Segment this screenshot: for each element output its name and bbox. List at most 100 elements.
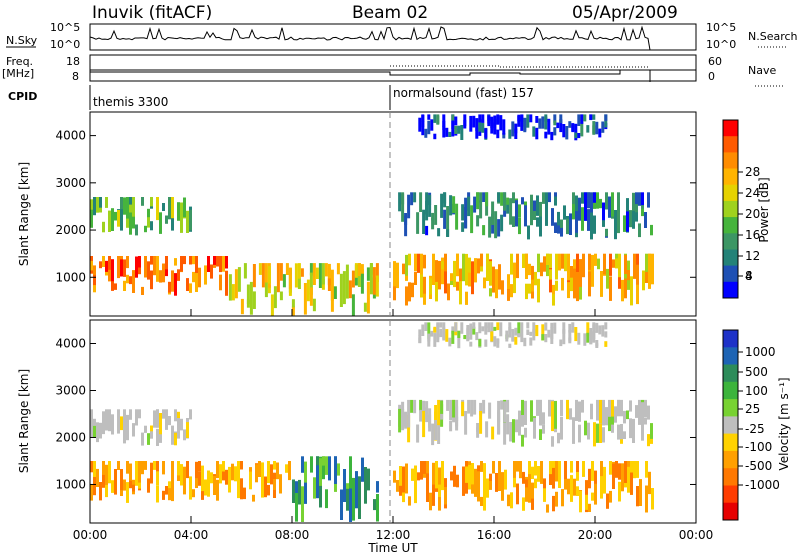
vel-cell-b1	[352, 477, 355, 521]
power-cell-b4	[404, 215, 408, 237]
vel-cell-b0	[261, 483, 264, 498]
vel-cell-b3	[189, 409, 192, 420]
vel-cell-b2	[546, 504, 549, 513]
vel-cell-b0	[105, 464, 108, 485]
vel-cell-b2	[483, 479, 486, 511]
vel-cell-b4	[419, 409, 423, 422]
power-cell-b4	[608, 196, 611, 218]
power-cell-b4	[590, 192, 593, 220]
vel-cell-b0	[123, 479, 126, 491]
vel-cell-b1	[340, 489, 343, 520]
vel-cell-b5	[472, 322, 476, 329]
power-cell-b0	[186, 278, 189, 291]
vel-cell-b0	[228, 466, 231, 493]
vel-cell-b4	[419, 399, 423, 412]
power-cell-b4	[419, 192, 423, 212]
vel-cell-b4	[416, 424, 420, 443]
power-cell-b1	[330, 269, 334, 301]
vel-cell-b4	[401, 408, 405, 418]
power-cell-b3	[90, 209, 93, 228]
power-cell-b5	[448, 131, 452, 137]
power-cell-b4	[572, 192, 575, 205]
power-cell-b4	[644, 212, 647, 228]
power-cell-b1	[309, 272, 313, 295]
vel-cell-b1	[313, 477, 316, 499]
power-cell-b2	[465, 253, 468, 286]
power-cell-b4	[404, 213, 408, 225]
power-cell-b3	[165, 215, 168, 224]
vel-cell-b2	[402, 466, 405, 493]
power-cell-b3	[120, 209, 123, 231]
power-cell-b5	[460, 125, 464, 140]
power-cell-b5	[577, 114, 581, 126]
power-cell-b2	[636, 264, 639, 285]
vel-cell-b5	[574, 327, 578, 342]
nave-line	[390, 65, 650, 68]
power-cell-b4	[542, 192, 545, 204]
vel-cell-b4	[440, 400, 444, 414]
nave-label: Nave	[748, 64, 776, 77]
vel-cell-b0	[93, 469, 96, 496]
power-cell-b5	[535, 127, 539, 140]
power-cell-b5	[502, 133, 506, 139]
vel-cell-b2	[453, 465, 456, 487]
power-cell-b2	[651, 253, 654, 285]
nave-tick-high: 60	[708, 55, 722, 68]
vel-cell-b2	[594, 483, 597, 505]
power-cell-b2	[540, 262, 543, 277]
vel-cell-b0	[129, 463, 132, 481]
vel-cell-b0	[243, 487, 246, 500]
power-cell-b4	[452, 196, 456, 214]
vel-cell-b0	[240, 461, 243, 470]
vel-cell-b4	[650, 423, 653, 439]
vel-cell-b0	[90, 461, 93, 473]
power-cell-b1	[354, 263, 358, 278]
power-cell-b5	[433, 114, 437, 123]
vel-cell-b4	[515, 419, 518, 433]
vel-cell-b5	[469, 325, 473, 340]
power-cell-b5	[445, 127, 449, 137]
power-cell-b1	[309, 263, 313, 276]
vel-cell-b1	[301, 486, 304, 522]
vel-cell-b3	[90, 409, 93, 427]
power-cell-b2	[570, 266, 573, 278]
vel-cell-b2	[621, 463, 624, 492]
vel-cell-b1	[328, 456, 331, 481]
date-title: 05/Apr/2009	[572, 3, 678, 23]
power-cell-b0	[225, 256, 228, 269]
vel-cell-b5	[595, 340, 599, 347]
vel-cell-b2	[561, 495, 564, 507]
vel-cell-b0	[183, 466, 186, 493]
vel-cell-b2	[471, 484, 474, 494]
vel-cell-b2	[513, 477, 516, 488]
vel-cell-b5	[592, 330, 596, 343]
power-cell-b4	[647, 192, 650, 208]
x-tick-label: 00:00	[679, 528, 714, 542]
power-cell-b0	[192, 256, 195, 265]
power-cell-b2	[555, 280, 558, 291]
power-cell-b3	[123, 197, 126, 212]
power-cell-b4	[467, 196, 471, 217]
power-cell-b5	[475, 118, 479, 131]
vel-cell-b5	[577, 332, 581, 345]
power-cell-b1	[351, 294, 355, 316]
vel-cell-b2	[462, 480, 465, 489]
vel-cell-b2	[474, 488, 477, 497]
power-cell-b0	[204, 265, 207, 285]
power-cell-b1	[234, 269, 238, 299]
power-cell-b0	[129, 276, 132, 285]
power-cell-b5	[418, 117, 422, 132]
power-cell-b5	[496, 114, 500, 125]
cpid-2: normalsound (fast) 157	[393, 86, 534, 100]
power-cell-b2	[432, 253, 435, 285]
vel-cell-b5	[526, 322, 530, 329]
vel-cell-b0	[210, 472, 213, 484]
vel-cell-b5	[559, 339, 563, 347]
vel-cell-b2	[438, 497, 441, 511]
vel-cell-b2	[570, 461, 573, 473]
vel-cell-b4	[593, 422, 596, 447]
power-cell-b4	[416, 212, 420, 234]
vel-cell-b0	[111, 480, 114, 493]
vel-cell-b2	[519, 461, 522, 479]
vel-cell-b5	[499, 322, 503, 337]
